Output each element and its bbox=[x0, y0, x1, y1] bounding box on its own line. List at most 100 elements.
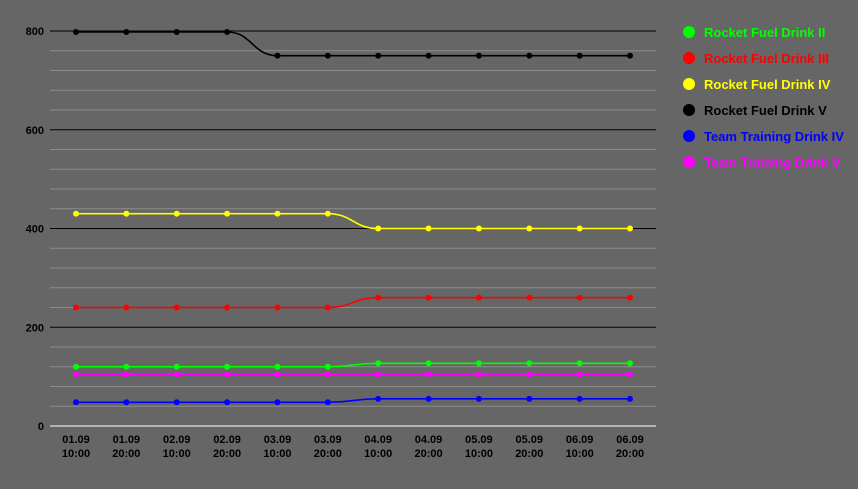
data-point bbox=[425, 360, 432, 367]
x-tick-label-time: 20:00 bbox=[414, 448, 442, 460]
data-point bbox=[73, 28, 79, 35]
data-point bbox=[375, 371, 382, 378]
data-point bbox=[627, 395, 633, 402]
x-tick-label-date: 06.09 bbox=[616, 434, 644, 446]
data-point bbox=[526, 371, 533, 378]
data-point bbox=[123, 28, 130, 35]
x-tick-label-time: 20:00 bbox=[616, 448, 644, 460]
data-point bbox=[425, 371, 432, 378]
data-point bbox=[375, 294, 382, 301]
legend-label: Rocket Fuel Drink III bbox=[704, 51, 829, 66]
data-point bbox=[173, 363, 180, 370]
data-point bbox=[475, 52, 482, 59]
axis-layer: 0 200 400 600 800 01.09 10:00 01.09 20:00 02.09 10… bbox=[26, 26, 656, 460]
x-tick-label-date: 05.09 bbox=[465, 434, 493, 446]
x-tick-label-time: 20:00 bbox=[314, 448, 342, 460]
x-tick-label-date: 06.09 bbox=[566, 434, 594, 446]
data-point bbox=[274, 210, 281, 217]
data-point bbox=[627, 294, 633, 301]
data-point bbox=[475, 371, 482, 378]
x-tick-label-time: 10:00 bbox=[465, 448, 493, 460]
data-point bbox=[627, 360, 633, 367]
data-point bbox=[526, 360, 533, 367]
legend-marker bbox=[683, 52, 695, 64]
x-tick-label-date: 02.09 bbox=[163, 434, 191, 446]
data-point bbox=[173, 28, 180, 35]
data-point bbox=[576, 294, 583, 301]
data-point bbox=[123, 210, 130, 217]
data-point bbox=[324, 363, 331, 370]
legend-marker bbox=[683, 104, 695, 116]
data-point bbox=[627, 371, 633, 378]
data-point bbox=[425, 294, 432, 301]
data-point bbox=[73, 363, 79, 370]
data-point bbox=[274, 304, 281, 311]
series-layer bbox=[73, 28, 633, 406]
data-point bbox=[324, 304, 331, 311]
data-point bbox=[173, 399, 180, 406]
legend-label: Rocket Fuel Drink IV bbox=[704, 77, 831, 92]
y-tick-label: 200 bbox=[26, 322, 44, 334]
y-tick-label: 400 bbox=[26, 224, 44, 236]
data-point bbox=[627, 225, 633, 232]
x-tick-label-date: 01.09 bbox=[62, 434, 90, 446]
x-tick-label-date: 01.09 bbox=[113, 434, 141, 446]
data-point bbox=[526, 52, 533, 59]
x-tick-label-time: 10:00 bbox=[263, 448, 291, 460]
legend-marker bbox=[683, 26, 695, 38]
data-point bbox=[224, 28, 231, 35]
data-point bbox=[274, 52, 281, 59]
y-tick-label: 0 bbox=[38, 421, 44, 433]
x-tick-label-time: 10:00 bbox=[163, 448, 191, 460]
legend: Rocket Fuel Drink II Rocket Fuel Drink II… bbox=[683, 25, 844, 170]
data-point bbox=[576, 360, 583, 367]
x-tick-label-time: 10:00 bbox=[364, 448, 392, 460]
x-tick-label-time: 20:00 bbox=[515, 448, 543, 460]
data-point bbox=[375, 395, 382, 402]
legend-label: Rocket Fuel Drink II bbox=[704, 25, 825, 40]
data-point bbox=[123, 363, 130, 370]
data-point bbox=[576, 395, 583, 402]
x-tick-label-date: 03.09 bbox=[264, 434, 292, 446]
x-tick-label-time: 20:00 bbox=[213, 448, 241, 460]
x-tick-label-time: 10:00 bbox=[566, 448, 594, 460]
data-point bbox=[425, 395, 432, 402]
x-tick-label-date: 02.09 bbox=[213, 434, 241, 446]
data-point bbox=[576, 52, 583, 59]
data-point bbox=[526, 225, 533, 232]
series-line bbox=[76, 362, 630, 368]
data-point bbox=[475, 225, 482, 232]
data-point bbox=[475, 294, 482, 301]
legend-label: Team Training Drink V bbox=[704, 155, 841, 170]
data-point bbox=[224, 210, 231, 217]
data-point bbox=[274, 371, 281, 378]
data-point bbox=[475, 395, 482, 402]
data-point bbox=[224, 399, 231, 406]
data-point bbox=[224, 363, 231, 370]
legend-label: Team Training Drink IV bbox=[704, 129, 844, 144]
data-point bbox=[324, 52, 331, 59]
y-tick-label: 600 bbox=[26, 125, 44, 137]
data-point bbox=[324, 210, 331, 217]
legend-label: Rocket Fuel Drink V bbox=[704, 103, 827, 118]
data-point bbox=[375, 225, 382, 232]
data-point bbox=[73, 304, 79, 311]
legend-marker bbox=[683, 156, 695, 168]
x-tick-label-time: 20:00 bbox=[112, 448, 140, 460]
data-point bbox=[576, 371, 583, 378]
data-point bbox=[173, 210, 180, 217]
x-tick-label-time: 10:00 bbox=[62, 448, 90, 460]
data-point bbox=[224, 304, 231, 311]
data-point bbox=[375, 360, 382, 367]
data-point bbox=[375, 52, 382, 59]
x-tick-label-date: 04.09 bbox=[364, 434, 392, 446]
data-point bbox=[173, 304, 180, 311]
data-point bbox=[73, 210, 79, 217]
data-point bbox=[324, 399, 331, 406]
data-point bbox=[425, 225, 432, 232]
data-point bbox=[425, 52, 432, 59]
legend-marker bbox=[683, 78, 695, 90]
x-tick-label-date: 05.09 bbox=[516, 434, 544, 446]
